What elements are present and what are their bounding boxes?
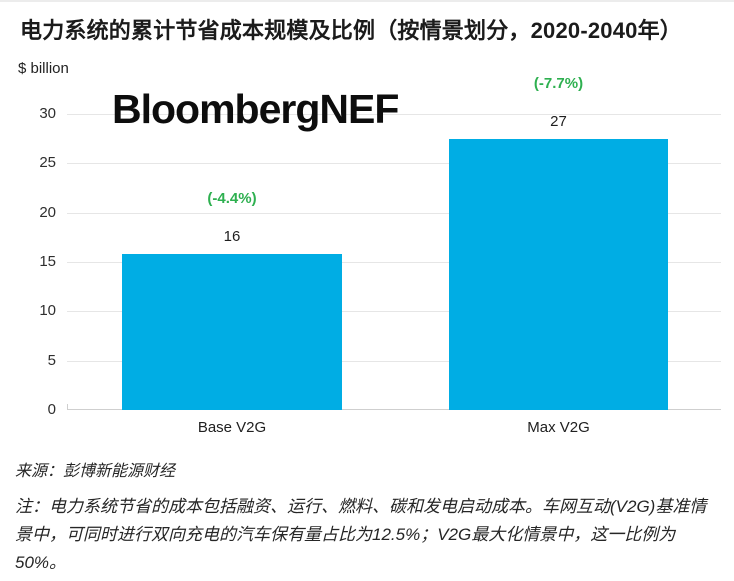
bloombergnef-watermark: BloombergNEF — [112, 86, 399, 132]
gridline — [67, 212, 721, 214]
x-axis-category-label: Base V2G — [197, 419, 267, 436]
source-text: 来源：彭博新能源财经 — [15, 463, 176, 480]
annotation-label: (-4.4%) — [207, 190, 257, 208]
y-tick-label: 0 — [47, 401, 56, 418]
bar-group-max-v2g: (-7.7%) 27 Max V2G — [449, 75, 668, 436]
x-axis-line — [67, 409, 721, 410]
y-tick-label: 25 — [39, 154, 56, 172]
y-tick-label: 20 — [39, 203, 56, 221]
gridline — [67, 163, 721, 165]
y-axis-unit-label: $ billion — [18, 60, 69, 77]
value-label: 16 — [223, 228, 241, 246]
gridline — [67, 262, 721, 263]
gridline — [67, 114, 721, 115]
gridline — [67, 360, 721, 362]
bar-max-v2g — [449, 138, 668, 410]
bar-group-base-v2g: (-4.4%) 16 Base V2G — [122, 114, 342, 436]
gridline — [67, 311, 721, 313]
chart-title: 电力系统的累计节省成本规模及比例（按情景划分，2020-2040年） — [20, 18, 683, 43]
x-axis-category-label: Max V2G — [527, 419, 590, 436]
y-tick-label: 30 — [39, 105, 56, 122]
note-text: 注：电力系统节省的成本包括融资、运行、燃料、碳和发电启动成本。车网互动(V2G)… — [15, 497, 707, 572]
bar-base-v2g — [122, 254, 342, 410]
annotation-label: (-7.7%) — [533, 74, 584, 92]
y-axis: 0 5 10 15 20 25 30 — [0, 105, 56, 418]
plot-area: (-4.4%) 16 Base V2G (-7.7%) 27 Max V2G — [67, 75, 721, 436]
value-label: 27 — [550, 112, 567, 130]
y-tick-label: 10 — [39, 302, 56, 320]
axis-tick — [67, 404, 68, 410]
y-tick-label: 5 — [47, 351, 56, 369]
y-tick-label: 15 — [39, 253, 56, 270]
